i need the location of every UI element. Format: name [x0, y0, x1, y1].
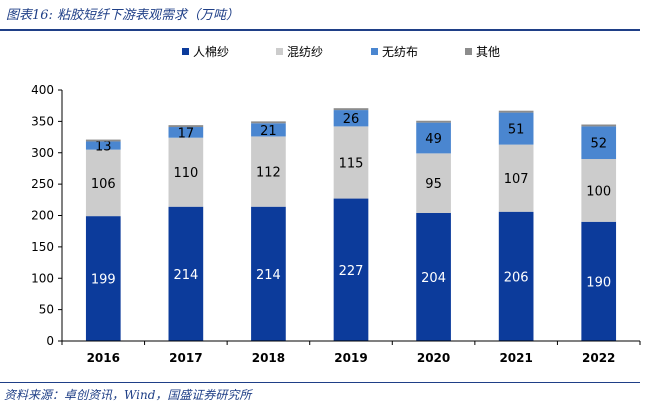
data-label: 13 [95, 140, 112, 155]
x-tick-label: 2019 [334, 351, 367, 365]
bar-segment-2016-1 [85, 149, 121, 217]
bar-segment-2021-1 [498, 144, 534, 212]
data-label: 49 [425, 132, 442, 147]
bar-segment-2017-3 [168, 125, 204, 128]
bar-segment-2017-0 [168, 206, 204, 341]
legend-swatch [465, 48, 472, 55]
y-tick-label: 50 [39, 303, 54, 317]
data-label: 199 [91, 273, 116, 288]
legend-swatch [276, 48, 283, 55]
legend: 人棉纱 混纺纱 无纺布 其他 [182, 45, 500, 59]
data-label: 107 [504, 172, 529, 187]
data-label: 17 [178, 126, 195, 141]
data-label: 52 [590, 137, 607, 152]
bar-segment-2020-1 [416, 153, 451, 213]
bar-segment-2018-0 [251, 206, 286, 341]
legend-label: 混纺纱 [287, 45, 323, 59]
y-axis: 0 50 100 150 200 250 300 350 400 [31, 83, 63, 348]
x-tick-label: 2018 [252, 351, 285, 365]
data-label: 112 [256, 166, 281, 181]
bar-segment-2016-3 [85, 139, 121, 142]
legend-label: 人棉纱 [193, 45, 229, 59]
y-tick-label: 400 [31, 83, 54, 97]
data-label: 100 [586, 184, 611, 199]
bar-segment-2018-1 [251, 136, 286, 207]
bar-segment-2021-0 [498, 211, 534, 341]
data-label: 106 [91, 177, 116, 192]
source-note: 资料来源：卓创资讯，Wind，国盛证券研究所 [4, 388, 252, 402]
y-tick-label: 0 [46, 334, 54, 348]
data-label: 227 [339, 264, 364, 279]
bar-segment-2022-0 [581, 221, 617, 341]
legend-label: 其他 [476, 45, 500, 59]
footer-divider [0, 382, 640, 383]
y-tick-label: 200 [31, 209, 54, 223]
y-tick-label: 350 [31, 114, 54, 128]
bar-segment-2021-3 [498, 110, 534, 113]
data-label: 51 [508, 123, 525, 138]
bar-segment-2022-2 [581, 126, 617, 160]
bar-segment-2019-2 [333, 110, 369, 127]
bar-segment-2018-2 [251, 123, 286, 137]
bar-segment-2017-2 [168, 127, 204, 138]
bars: 199 106 13 214 110 17 214 112 21 227 115 26 204 95 49 2… [85, 108, 617, 341]
data-label: 190 [586, 275, 611, 290]
y-tick-label: 100 [31, 271, 54, 285]
y-tick-label: 250 [31, 177, 54, 191]
bar-segment-2019-3 [333, 108, 369, 111]
data-label: 206 [504, 270, 529, 285]
bar-segment-2016-2 [85, 141, 121, 150]
bar-segment-2020-2 [416, 122, 451, 154]
data-label: 21 [260, 124, 277, 139]
stacked-bar-chart: 人棉纱 混纺纱 无纺布 其他 0 50 100 150 200 250 300 350 400 199… [31, 45, 641, 365]
data-label: 214 [256, 268, 281, 283]
title-divider [0, 29, 640, 31]
x-tick-label: 2021 [499, 351, 532, 365]
bar-segment-2019-1 [333, 126, 369, 199]
x-tick-label: 2016 [87, 351, 120, 365]
bar-segment-2020-3 [416, 120, 451, 123]
legend-label: 无纺布 [382, 45, 418, 59]
x-tick-label: 2022 [582, 351, 615, 365]
bar-segment-2022-1 [581, 159, 617, 222]
data-label: 204 [421, 271, 446, 286]
bar-segment-2016-0 [85, 216, 121, 341]
data-label: 95 [425, 177, 442, 192]
legend-swatch [371, 48, 378, 55]
y-tick-label: 300 [31, 146, 54, 160]
x-axis: 2016 2017 2018 2019 2020 2021 2022 [61, 340, 641, 365]
bar-segment-2018-3 [251, 121, 286, 124]
bar-segment-2021-2 [498, 112, 534, 145]
data-label: 26 [343, 112, 360, 127]
data-label: 110 [173, 166, 198, 181]
data-label: 115 [339, 156, 364, 171]
y-tick-label: 150 [31, 240, 54, 254]
data-label: 214 [173, 268, 198, 283]
bar-segment-2019-0 [333, 198, 369, 341]
x-tick-label: 2017 [169, 351, 202, 365]
legend-swatch [182, 48, 189, 55]
bar-segment-2017-1 [168, 137, 204, 207]
chart-title: 图表16: 粘胶短纤下游表观需求（万吨） [6, 8, 240, 23]
bar-segment-2020-0 [416, 212, 451, 341]
x-tick-label: 2020 [417, 351, 450, 365]
bar-segment-2022-3 [581, 124, 617, 127]
